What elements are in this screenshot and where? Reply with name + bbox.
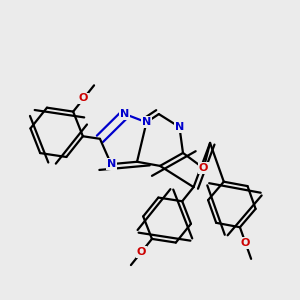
Text: O: O xyxy=(79,94,88,103)
Text: O: O xyxy=(199,163,208,173)
Text: N: N xyxy=(175,122,184,132)
Text: N: N xyxy=(106,159,116,169)
Text: O: O xyxy=(241,238,250,248)
Text: O: O xyxy=(137,247,146,257)
Text: N: N xyxy=(142,117,151,127)
Text: N: N xyxy=(120,109,130,119)
